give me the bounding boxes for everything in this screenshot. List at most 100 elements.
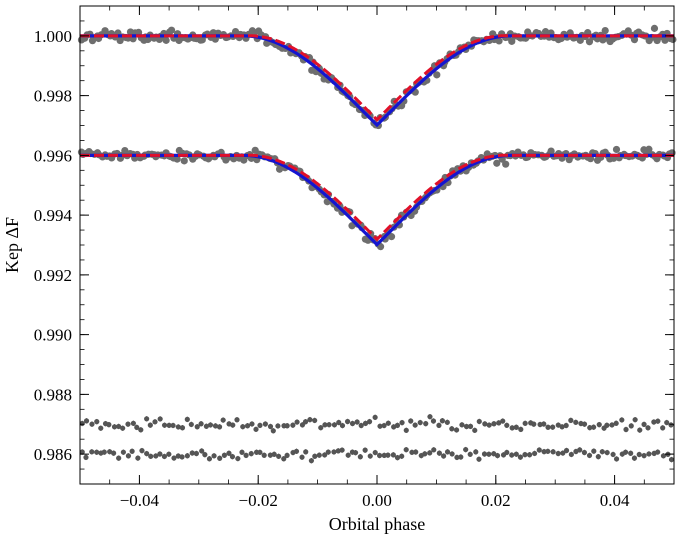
residual-point bbox=[531, 421, 537, 427]
residual-point bbox=[504, 422, 510, 428]
residual-point bbox=[430, 418, 437, 424]
y-tick-label: 0.986 bbox=[34, 445, 72, 464]
residual-point bbox=[157, 416, 163, 422]
residual-point bbox=[458, 454, 464, 460]
residual-point bbox=[409, 449, 415, 455]
residual-point bbox=[390, 452, 396, 458]
residual-point bbox=[94, 449, 100, 455]
residual-point bbox=[467, 423, 474, 429]
residual-point bbox=[284, 423, 290, 429]
residual-point bbox=[79, 449, 85, 455]
residual-point bbox=[486, 451, 492, 457]
residual-point bbox=[312, 453, 318, 459]
residual-point bbox=[591, 424, 597, 430]
residual-point bbox=[509, 452, 515, 458]
residual-point bbox=[563, 422, 569, 429]
residual-point bbox=[491, 421, 497, 427]
data-point bbox=[585, 38, 594, 46]
residual-point bbox=[641, 453, 647, 459]
residual-point bbox=[550, 449, 556, 455]
residual-point bbox=[412, 422, 418, 428]
residual-point bbox=[560, 450, 566, 456]
residual-point bbox=[135, 455, 141, 461]
data-point bbox=[180, 157, 188, 165]
residual-point bbox=[581, 449, 588, 456]
residual-point bbox=[234, 417, 240, 423]
residual-point bbox=[441, 453, 447, 459]
residual-point bbox=[372, 449, 378, 456]
residual-point bbox=[596, 422, 602, 428]
residual-point bbox=[293, 448, 300, 454]
residual-point bbox=[207, 422, 214, 428]
residual-point bbox=[372, 414, 378, 420]
residual-point bbox=[381, 422, 387, 429]
residual-point bbox=[664, 419, 670, 426]
residual-point bbox=[230, 422, 236, 428]
residual-point bbox=[111, 424, 118, 430]
residual-point bbox=[623, 426, 629, 433]
residual-point bbox=[322, 452, 328, 458]
data-point bbox=[508, 37, 516, 45]
residual-point bbox=[148, 453, 154, 459]
residual-point bbox=[303, 449, 309, 455]
residual-point bbox=[179, 454, 185, 460]
residual-point bbox=[527, 452, 533, 458]
residual-point bbox=[366, 419, 373, 425]
residual-point bbox=[660, 425, 666, 431]
residual-point bbox=[335, 448, 341, 454]
residual-point bbox=[357, 454, 363, 460]
residual-point bbox=[271, 451, 277, 457]
residual-point bbox=[645, 425, 651, 431]
residual-point bbox=[476, 418, 482, 425]
residual-point bbox=[631, 455, 638, 461]
model-curves bbox=[80, 34, 674, 247]
residual-point bbox=[467, 451, 473, 457]
data-point bbox=[433, 71, 441, 79]
residual-point bbox=[377, 423, 383, 429]
residual-point bbox=[463, 446, 469, 453]
residual-point bbox=[344, 418, 351, 425]
residual-point bbox=[367, 453, 373, 459]
residual-point bbox=[399, 420, 405, 426]
x-tick-labels: −0.04 −0.02 0.00 0.02 0.04 bbox=[120, 491, 630, 510]
data-point bbox=[612, 145, 621, 154]
residual-point bbox=[240, 424, 246, 430]
residual-point bbox=[125, 421, 131, 427]
residual-point bbox=[517, 454, 524, 460]
residual-point bbox=[522, 420, 528, 426]
residual-point bbox=[206, 456, 213, 462]
residual-point bbox=[166, 451, 172, 457]
residual-point bbox=[235, 455, 241, 462]
residual-point bbox=[494, 452, 501, 459]
residual-point bbox=[184, 453, 190, 459]
residual-point bbox=[89, 449, 95, 455]
residual-point bbox=[660, 453, 667, 459]
residual-point bbox=[202, 452, 208, 458]
residual-point bbox=[403, 427, 409, 433]
residual-point bbox=[299, 454, 305, 460]
residual-point bbox=[637, 427, 643, 433]
y-tick-label: 0.988 bbox=[34, 385, 72, 404]
residual-point bbox=[144, 416, 150, 422]
residual-point bbox=[244, 423, 251, 429]
residual-point bbox=[651, 419, 657, 425]
data-point bbox=[162, 36, 170, 44]
residual-point bbox=[481, 451, 488, 457]
residual-point bbox=[568, 417, 574, 423]
residual-point bbox=[403, 447, 409, 453]
x-tick-label: −0.04 bbox=[120, 491, 160, 510]
residual-point bbox=[243, 452, 249, 458]
residual-point bbox=[184, 416, 190, 423]
residual-point bbox=[101, 449, 107, 455]
residual-point bbox=[336, 419, 342, 426]
x-tick-label: −0.02 bbox=[239, 491, 278, 510]
residual-point bbox=[152, 419, 158, 425]
residual-point bbox=[226, 450, 232, 456]
residual-point bbox=[555, 450, 561, 457]
residual-point bbox=[83, 418, 90, 424]
residual-point bbox=[312, 417, 318, 424]
residual-point bbox=[632, 417, 638, 423]
residual-point bbox=[436, 450, 442, 456]
residual-point bbox=[541, 421, 547, 427]
